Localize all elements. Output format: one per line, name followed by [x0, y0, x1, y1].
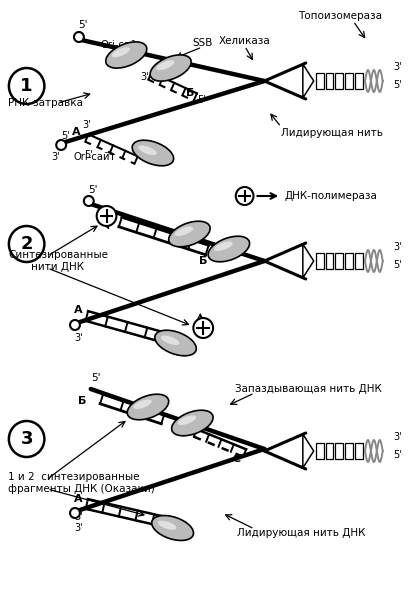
Text: 5': 5'	[393, 80, 402, 90]
Bar	[316, 443, 323, 459]
Bar	[316, 253, 323, 269]
Ellipse shape	[172, 410, 213, 436]
Text: Б: Б	[79, 396, 87, 406]
Text: 2: 2	[21, 235, 33, 253]
Circle shape	[97, 206, 116, 226]
Text: Топоизомераза: Топоизомераза	[298, 11, 382, 21]
Ellipse shape	[155, 330, 196, 356]
Text: 3': 3'	[82, 120, 91, 130]
Text: 5': 5'	[84, 150, 93, 160]
Bar	[336, 253, 343, 269]
Ellipse shape	[175, 226, 193, 236]
Bar	[345, 253, 353, 269]
Text: 5': 5'	[74, 512, 83, 522]
Bar	[345, 73, 353, 89]
Text: Хеликаза: Хеликаза	[219, 36, 270, 46]
Text: А: А	[72, 127, 81, 137]
Text: 5': 5'	[88, 185, 97, 195]
Text: 3': 3'	[141, 72, 150, 82]
Circle shape	[74, 32, 84, 42]
Ellipse shape	[161, 336, 179, 345]
Text: 3': 3'	[393, 432, 402, 442]
Ellipse shape	[214, 242, 233, 251]
Ellipse shape	[133, 400, 152, 409]
Text: А: А	[74, 494, 83, 504]
Text: Б: Б	[186, 88, 194, 98]
Ellipse shape	[169, 221, 210, 247]
Text: Лидирующая нить ДНК: Лидирующая нить ДНК	[237, 528, 365, 538]
Ellipse shape	[112, 47, 130, 57]
Circle shape	[236, 187, 254, 205]
Ellipse shape	[156, 60, 174, 70]
Ellipse shape	[178, 415, 196, 425]
Text: 3': 3'	[393, 242, 402, 252]
Polygon shape	[303, 244, 314, 278]
Ellipse shape	[152, 515, 194, 541]
Text: РНК-затравка: РНК-затравка	[8, 98, 83, 108]
Text: Ori-сайт: Ori-сайт	[101, 40, 143, 50]
Bar	[355, 443, 363, 459]
Text: Запаздывающая нить ДНК: Запаздывающая нить ДНК	[235, 384, 381, 394]
Text: 5': 5'	[61, 131, 69, 141]
Text: 5': 5'	[91, 373, 100, 383]
Text: 3': 3'	[75, 333, 83, 343]
Ellipse shape	[150, 55, 191, 81]
Text: Синтезированные
нити ДНК: Синтезированные нити ДНК	[8, 250, 108, 272]
Circle shape	[84, 196, 94, 206]
Ellipse shape	[106, 42, 147, 68]
Text: 3': 3'	[393, 62, 402, 72]
Text: 5': 5'	[211, 249, 219, 259]
Text: Б: Б	[199, 256, 207, 266]
Circle shape	[56, 140, 66, 150]
Bar	[316, 73, 323, 89]
Bar	[326, 253, 333, 269]
Text: 3': 3'	[75, 523, 83, 533]
Text: 1 и 2  синтезированные
фрагменты ДНК (Оказаки): 1 и 2 синтезированные фрагменты ДНК (Ока…	[8, 472, 155, 494]
Text: 1: 1	[21, 77, 33, 95]
Bar	[326, 443, 333, 459]
Bar	[336, 443, 343, 459]
Bar	[345, 443, 353, 459]
Ellipse shape	[158, 521, 176, 530]
Text: 5': 5'	[197, 95, 206, 105]
Text: А: А	[74, 305, 83, 315]
Text: SSB: SSB	[192, 38, 213, 48]
Text: ДНК-полимераза: ДНК-полимераза	[284, 191, 377, 201]
Ellipse shape	[138, 145, 157, 155]
Bar	[355, 253, 363, 269]
Text: 5': 5'	[78, 20, 88, 30]
Ellipse shape	[127, 394, 169, 420]
Text: С: С	[233, 454, 241, 464]
Polygon shape	[303, 64, 314, 98]
Polygon shape	[303, 434, 314, 468]
Bar	[355, 73, 363, 89]
Text: 3': 3'	[51, 152, 60, 162]
Circle shape	[70, 508, 80, 518]
Text: Лидирующая нить: Лидирующая нить	[281, 128, 383, 138]
Ellipse shape	[132, 140, 173, 166]
Text: 5': 5'	[393, 260, 402, 270]
Circle shape	[70, 320, 80, 330]
Circle shape	[193, 318, 213, 338]
Text: 3: 3	[21, 430, 33, 448]
Text: 5': 5'	[393, 450, 402, 460]
Bar	[336, 73, 343, 89]
Text: Ori-сайт: Ori-сайт	[74, 152, 116, 162]
Ellipse shape	[208, 236, 249, 262]
Bar	[326, 73, 333, 89]
